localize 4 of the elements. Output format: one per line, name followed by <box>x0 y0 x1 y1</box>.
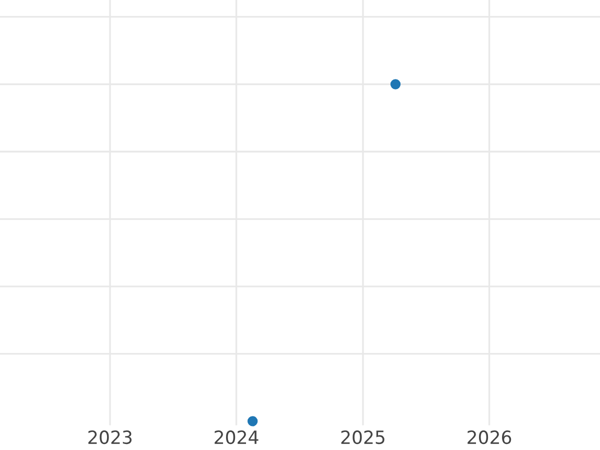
x-tick-label: 2025 <box>341 430 384 444</box>
x-tick-label: 2024 <box>214 430 258 444</box>
x-tick-label: 2026 <box>468 430 512 444</box>
x-tick-label: 2023 <box>88 430 132 444</box>
